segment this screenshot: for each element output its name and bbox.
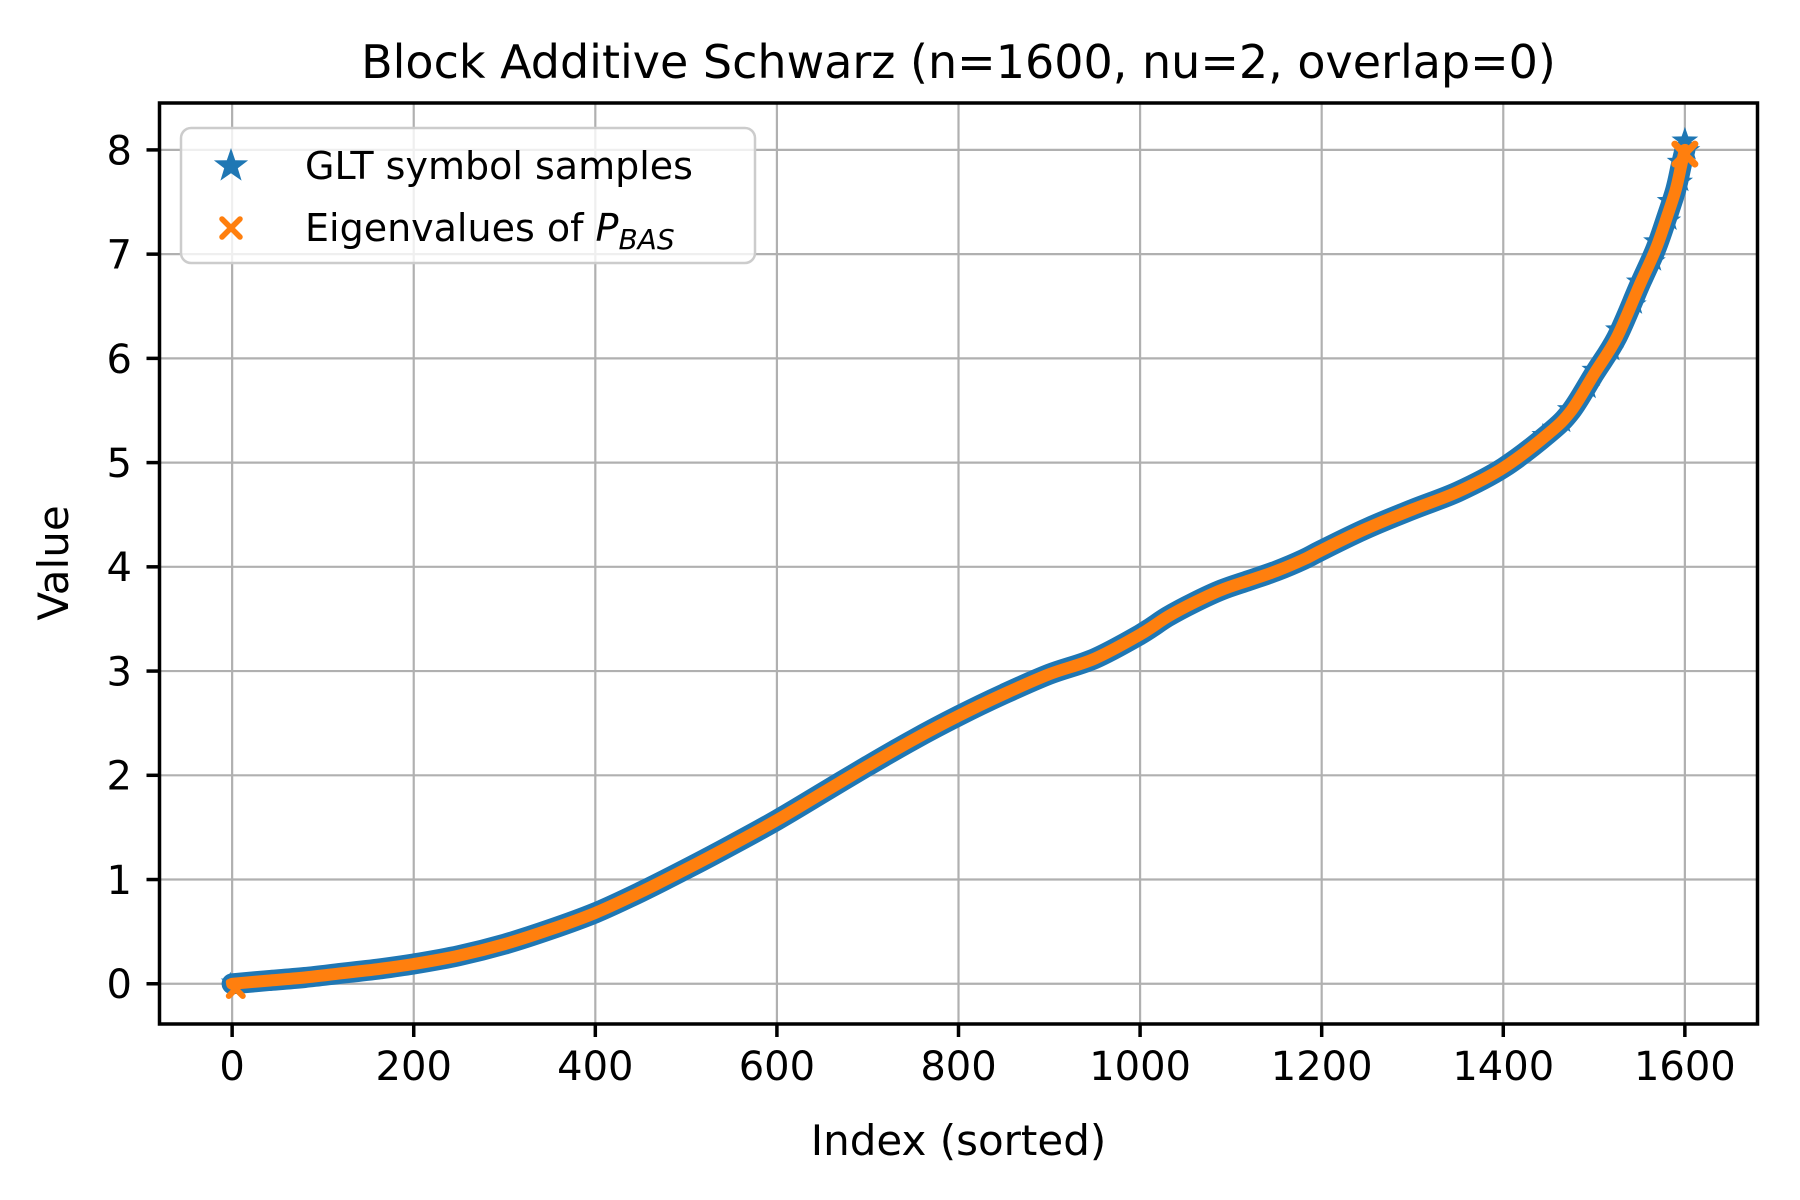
x-tick-label: 1000 — [1089, 1044, 1191, 1090]
y-tick-label: 5 — [107, 441, 132, 487]
legend-x-icon — [219, 216, 243, 240]
y-tick-label: 3 — [107, 649, 132, 695]
legend-star-icon — [213, 148, 249, 181]
y-tick-label: 2 — [107, 754, 132, 800]
x-tick-label: 400 — [557, 1044, 633, 1090]
glt-star-marker — [1671, 126, 1699, 153]
legend-label-eigenvalues: Eigenvalues of PBAS — [305, 206, 675, 256]
x-tick-label: 1400 — [1452, 1044, 1554, 1090]
y-tick-label: 6 — [107, 337, 132, 383]
gridlines — [159, 103, 1758, 1024]
x-tick-label: 0 — [219, 1044, 244, 1090]
axis-ticks: 0 200 400 600 800 1000 1200 1400 1600 0 1 2 3 4 5 6 7 8 — [107, 128, 1736, 1090]
y-tick-label: 4 — [107, 545, 132, 591]
y-tick-label: 0 — [107, 962, 132, 1008]
y-tick-label: 7 — [107, 233, 132, 279]
legend-box — [179, 126, 757, 265]
y-tick-label: 8 — [107, 128, 132, 174]
data-series-layer — [220, 126, 1701, 999]
x-axis-label: Index (sorted) — [811, 1116, 1107, 1165]
chart-title: Block Additive Schwarz (n=1600, nu=2, ov… — [361, 35, 1556, 89]
eig-x-marker — [225, 978, 246, 999]
x-tick-label: 1200 — [1271, 1044, 1373, 1090]
x-tick-label: 800 — [920, 1044, 996, 1090]
legend-label-glt: GLT symbol samples — [305, 144, 693, 188]
y-tick-label: 1 — [107, 858, 132, 904]
eig-x-marker — [1671, 140, 1699, 168]
y-axis-label: Value — [29, 505, 78, 620]
x-tick-label: 1600 — [1634, 1044, 1736, 1090]
series-eigenvalues-band — [226, 143, 1691, 990]
x-tick-label: 200 — [376, 1044, 452, 1090]
x-tick-label: 600 — [739, 1044, 815, 1090]
legend: GLT symbol samples Eigenvalues of PBAS — [179, 126, 757, 265]
